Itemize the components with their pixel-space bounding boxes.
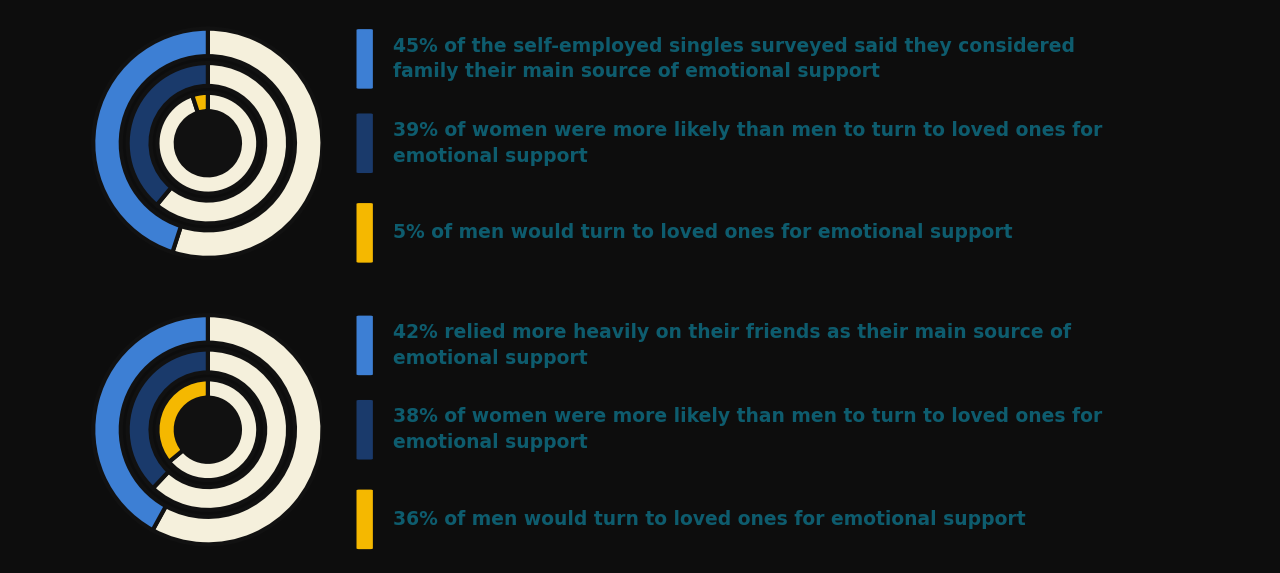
Wedge shape bbox=[156, 63, 288, 223]
FancyBboxPatch shape bbox=[357, 203, 372, 262]
Text: 5% of men would turn to loved ones for emotional support: 5% of men would turn to loved ones for e… bbox=[393, 223, 1012, 242]
Wedge shape bbox=[157, 379, 207, 462]
Wedge shape bbox=[192, 93, 207, 113]
FancyBboxPatch shape bbox=[357, 113, 372, 173]
Wedge shape bbox=[128, 63, 207, 205]
Text: 36% of men would turn to loved ones for emotional support: 36% of men would turn to loved ones for … bbox=[393, 510, 1025, 529]
FancyBboxPatch shape bbox=[357, 400, 372, 460]
Wedge shape bbox=[173, 29, 323, 258]
Text: 38% of women were more likely than men to turn to loved ones for
emotional suppo: 38% of women were more likely than men t… bbox=[393, 407, 1102, 452]
Wedge shape bbox=[152, 350, 288, 510]
Text: 42% relied more heavily on their friends as their main source of
emotional suppo: 42% relied more heavily on their friends… bbox=[393, 323, 1071, 368]
Wedge shape bbox=[93, 29, 207, 252]
Wedge shape bbox=[152, 315, 323, 544]
Wedge shape bbox=[128, 350, 207, 488]
FancyBboxPatch shape bbox=[357, 316, 372, 375]
Circle shape bbox=[178, 113, 238, 173]
Wedge shape bbox=[157, 93, 259, 194]
Circle shape bbox=[178, 400, 238, 460]
FancyBboxPatch shape bbox=[357, 29, 372, 89]
Text: 39% of women were more likely than men to turn to loved ones for
emotional suppo: 39% of women were more likely than men t… bbox=[393, 121, 1102, 166]
Wedge shape bbox=[93, 315, 207, 530]
FancyBboxPatch shape bbox=[357, 489, 372, 549]
Wedge shape bbox=[169, 379, 259, 480]
Text: 45% of the self-employed singles surveyed said they considered
family their main: 45% of the self-employed singles surveye… bbox=[393, 37, 1075, 81]
